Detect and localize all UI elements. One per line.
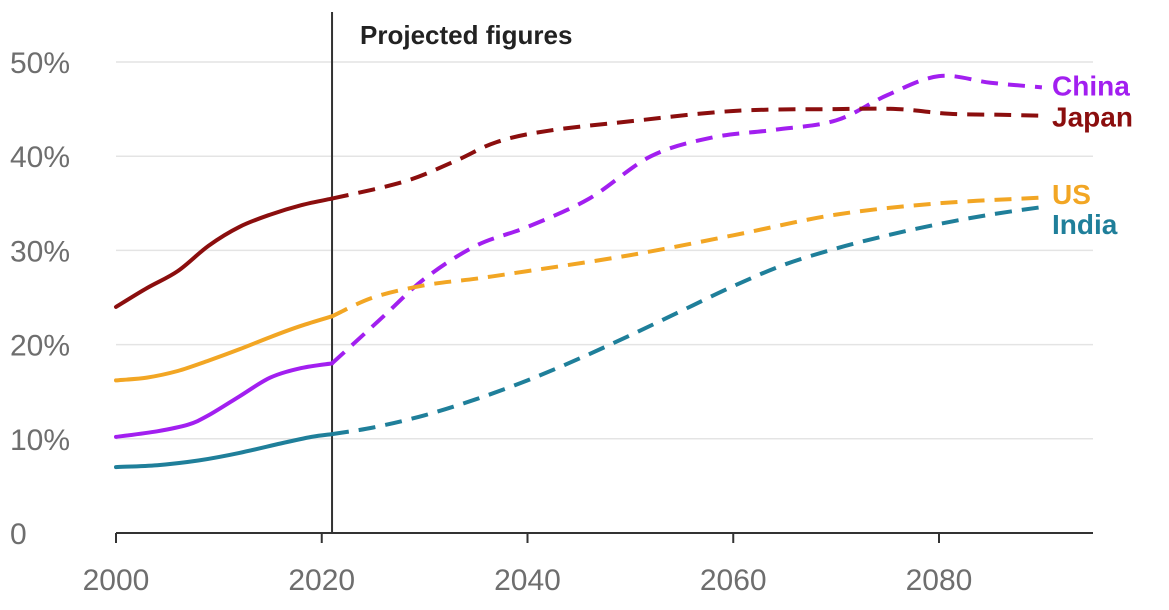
series-line-china-actual [114,361,334,439]
x-tick-label: 2080 [906,564,973,597]
y-tick-label: 50% [10,47,70,80]
series-line-china-projected [330,73,1043,365]
x-tick-label: 2040 [494,564,561,597]
series-line-japan-actual [114,196,334,309]
series-line-japan-projected [331,106,1042,201]
series-line-us-actual [114,314,334,383]
series-line-india-actual [114,432,334,470]
x-axis-ticks: 2000 2020 2040 2060 2080 [83,533,973,597]
y-tick-label: 10% [10,424,70,457]
series-lines [114,73,1043,470]
series-label-india: India [1052,209,1118,240]
y-tick-label: 40% [10,141,70,174]
projection-marker: Projected figures [331,12,572,533]
y-tick-label: 20% [10,330,70,363]
gridlines [116,61,1093,440]
x-tick-label: 2020 [288,564,355,597]
series-line-india-projected [331,205,1043,437]
y-tick-label: 30% [10,235,70,268]
series-label-japan: Japan [1052,102,1133,133]
x-tick-label: 2000 [83,564,150,597]
series-label-us: US [1052,179,1091,210]
y-tick-label: 0 [10,518,27,551]
y-axis-ticks: 0 10% 20% 30% 40% 50% [10,47,70,551]
series-label-china: China [1052,71,1130,102]
series-line-us-projected [331,195,1043,319]
x-tick-label: 2060 [700,564,767,597]
projection-label: Projected figures [360,20,572,50]
